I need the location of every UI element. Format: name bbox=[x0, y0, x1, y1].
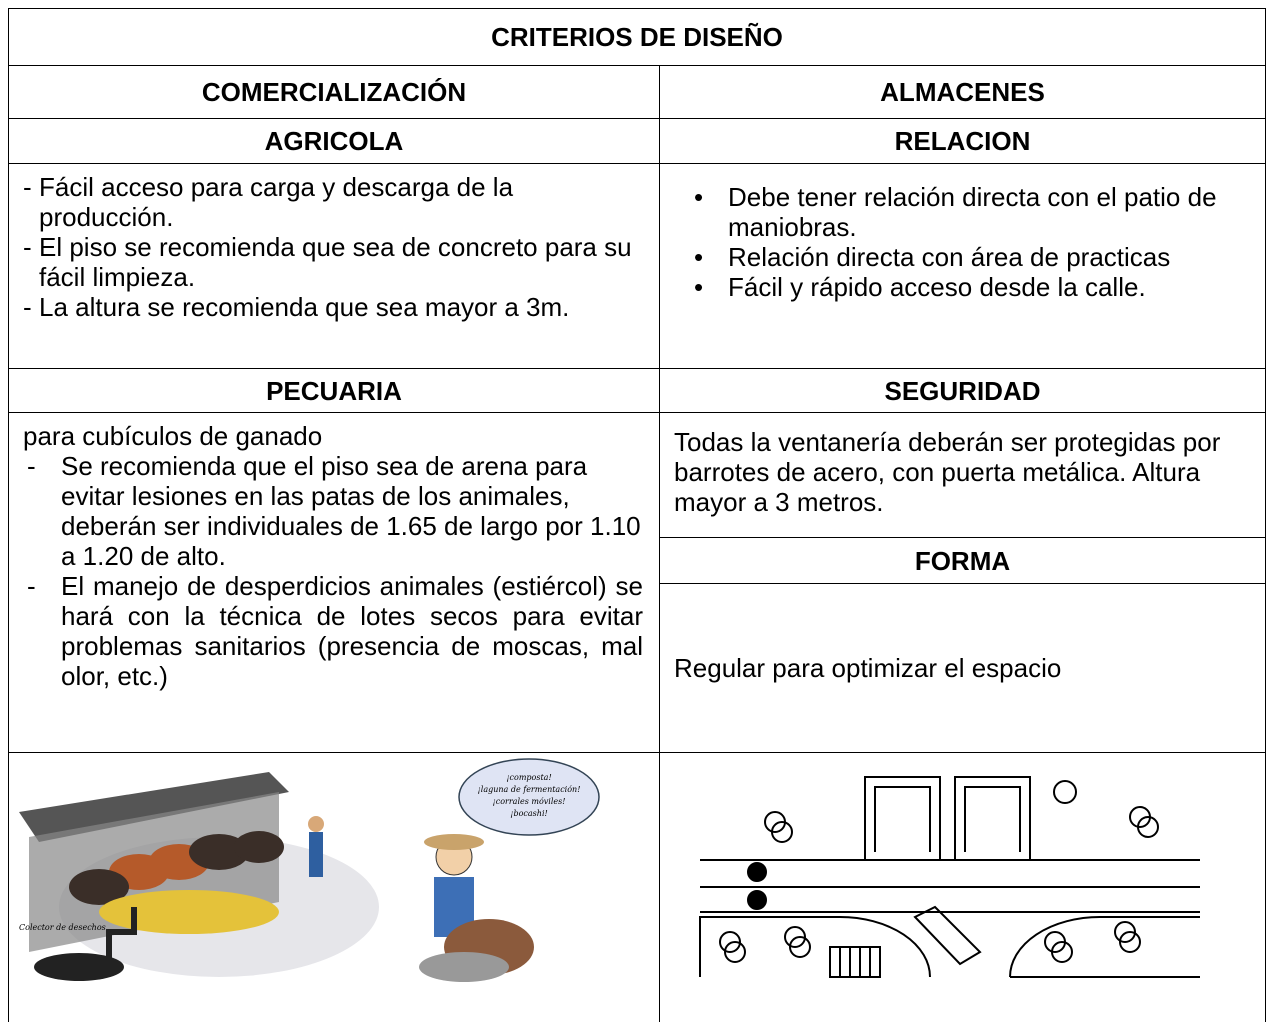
livestock-illustration: Colector de desechos ¡composta! ¡laguna … bbox=[19, 758, 600, 982]
item: Se recomienda que el piso sea de arena p… bbox=[23, 451, 643, 571]
section-title: PECUARIA bbox=[8, 368, 660, 413]
section-title: FORMA bbox=[659, 537, 1266, 584]
section-title: SEGURIDAD bbox=[659, 368, 1266, 413]
item: El manejo de desperdicios animales (esti… bbox=[23, 571, 643, 691]
item: Fácil y rápido acceso desde la calle. bbox=[670, 272, 1255, 302]
item: Fácil acceso para carga y descarga de la… bbox=[23, 172, 645, 232]
figure-cell bbox=[659, 752, 1266, 1022]
cell: Todas la ventanería deberán ser protegid… bbox=[659, 412, 1266, 538]
intro: para cubículos de ganado bbox=[23, 421, 323, 451]
item: Debe tener relación directa con el patio… bbox=[670, 182, 1255, 242]
bubble-text: ¡corrales móviles! bbox=[493, 797, 566, 806]
title: CRITERIOS DE DISEÑO bbox=[8, 8, 1266, 66]
bubble-text: ¡composta! bbox=[506, 773, 551, 782]
bubble-text: ¡laguna de fermentación! bbox=[478, 785, 581, 794]
item: El piso se recomienda que sea de concret… bbox=[23, 232, 645, 292]
item: La altura se recomienda que sea mayor a … bbox=[23, 292, 645, 322]
site-plan bbox=[699, 776, 1200, 978]
figure-label: Colector de desechos bbox=[19, 923, 106, 932]
cell: Debe tener relación directa con el patio… bbox=[659, 163, 1266, 369]
cell: Fácil acceso para carga y descarga de la… bbox=[8, 163, 660, 369]
figure-cell: Colector de desechos ¡composta! ¡laguna … bbox=[8, 752, 660, 1022]
cell: Regular para optimizar el espacio bbox=[659, 583, 1266, 753]
column-header: COMERCIALIZACIÓN bbox=[8, 65, 660, 119]
column-header: ALMACENES bbox=[659, 65, 1266, 119]
bubble-text: ¡bocashi! bbox=[510, 809, 547, 818]
item: Relación directa con área de practicas bbox=[670, 242, 1255, 272]
cell: para cubículos de ganado Se recomienda q… bbox=[8, 412, 660, 753]
section-title: AGRICOLA bbox=[8, 118, 660, 164]
section-title: RELACION bbox=[659, 118, 1266, 164]
